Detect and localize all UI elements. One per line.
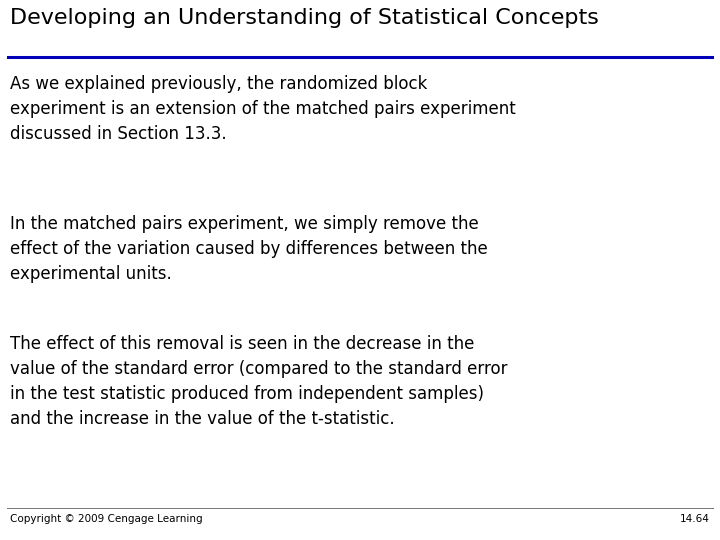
Text: In the matched pairs experiment, we simply remove the
effect of the variation ca: In the matched pairs experiment, we simp… bbox=[10, 215, 487, 283]
Text: Copyright © 2009 Cengage Learning: Copyright © 2009 Cengage Learning bbox=[10, 514, 202, 524]
Text: As we explained previously, the randomized block
experiment is an extension of t: As we explained previously, the randomiz… bbox=[10, 75, 516, 143]
Text: The effect of this removal is seen in the decrease in the
value of the standard : The effect of this removal is seen in th… bbox=[10, 335, 508, 428]
Text: 14.64: 14.64 bbox=[680, 514, 710, 524]
Text: Developing an Understanding of Statistical Concepts: Developing an Understanding of Statistic… bbox=[10, 8, 599, 28]
